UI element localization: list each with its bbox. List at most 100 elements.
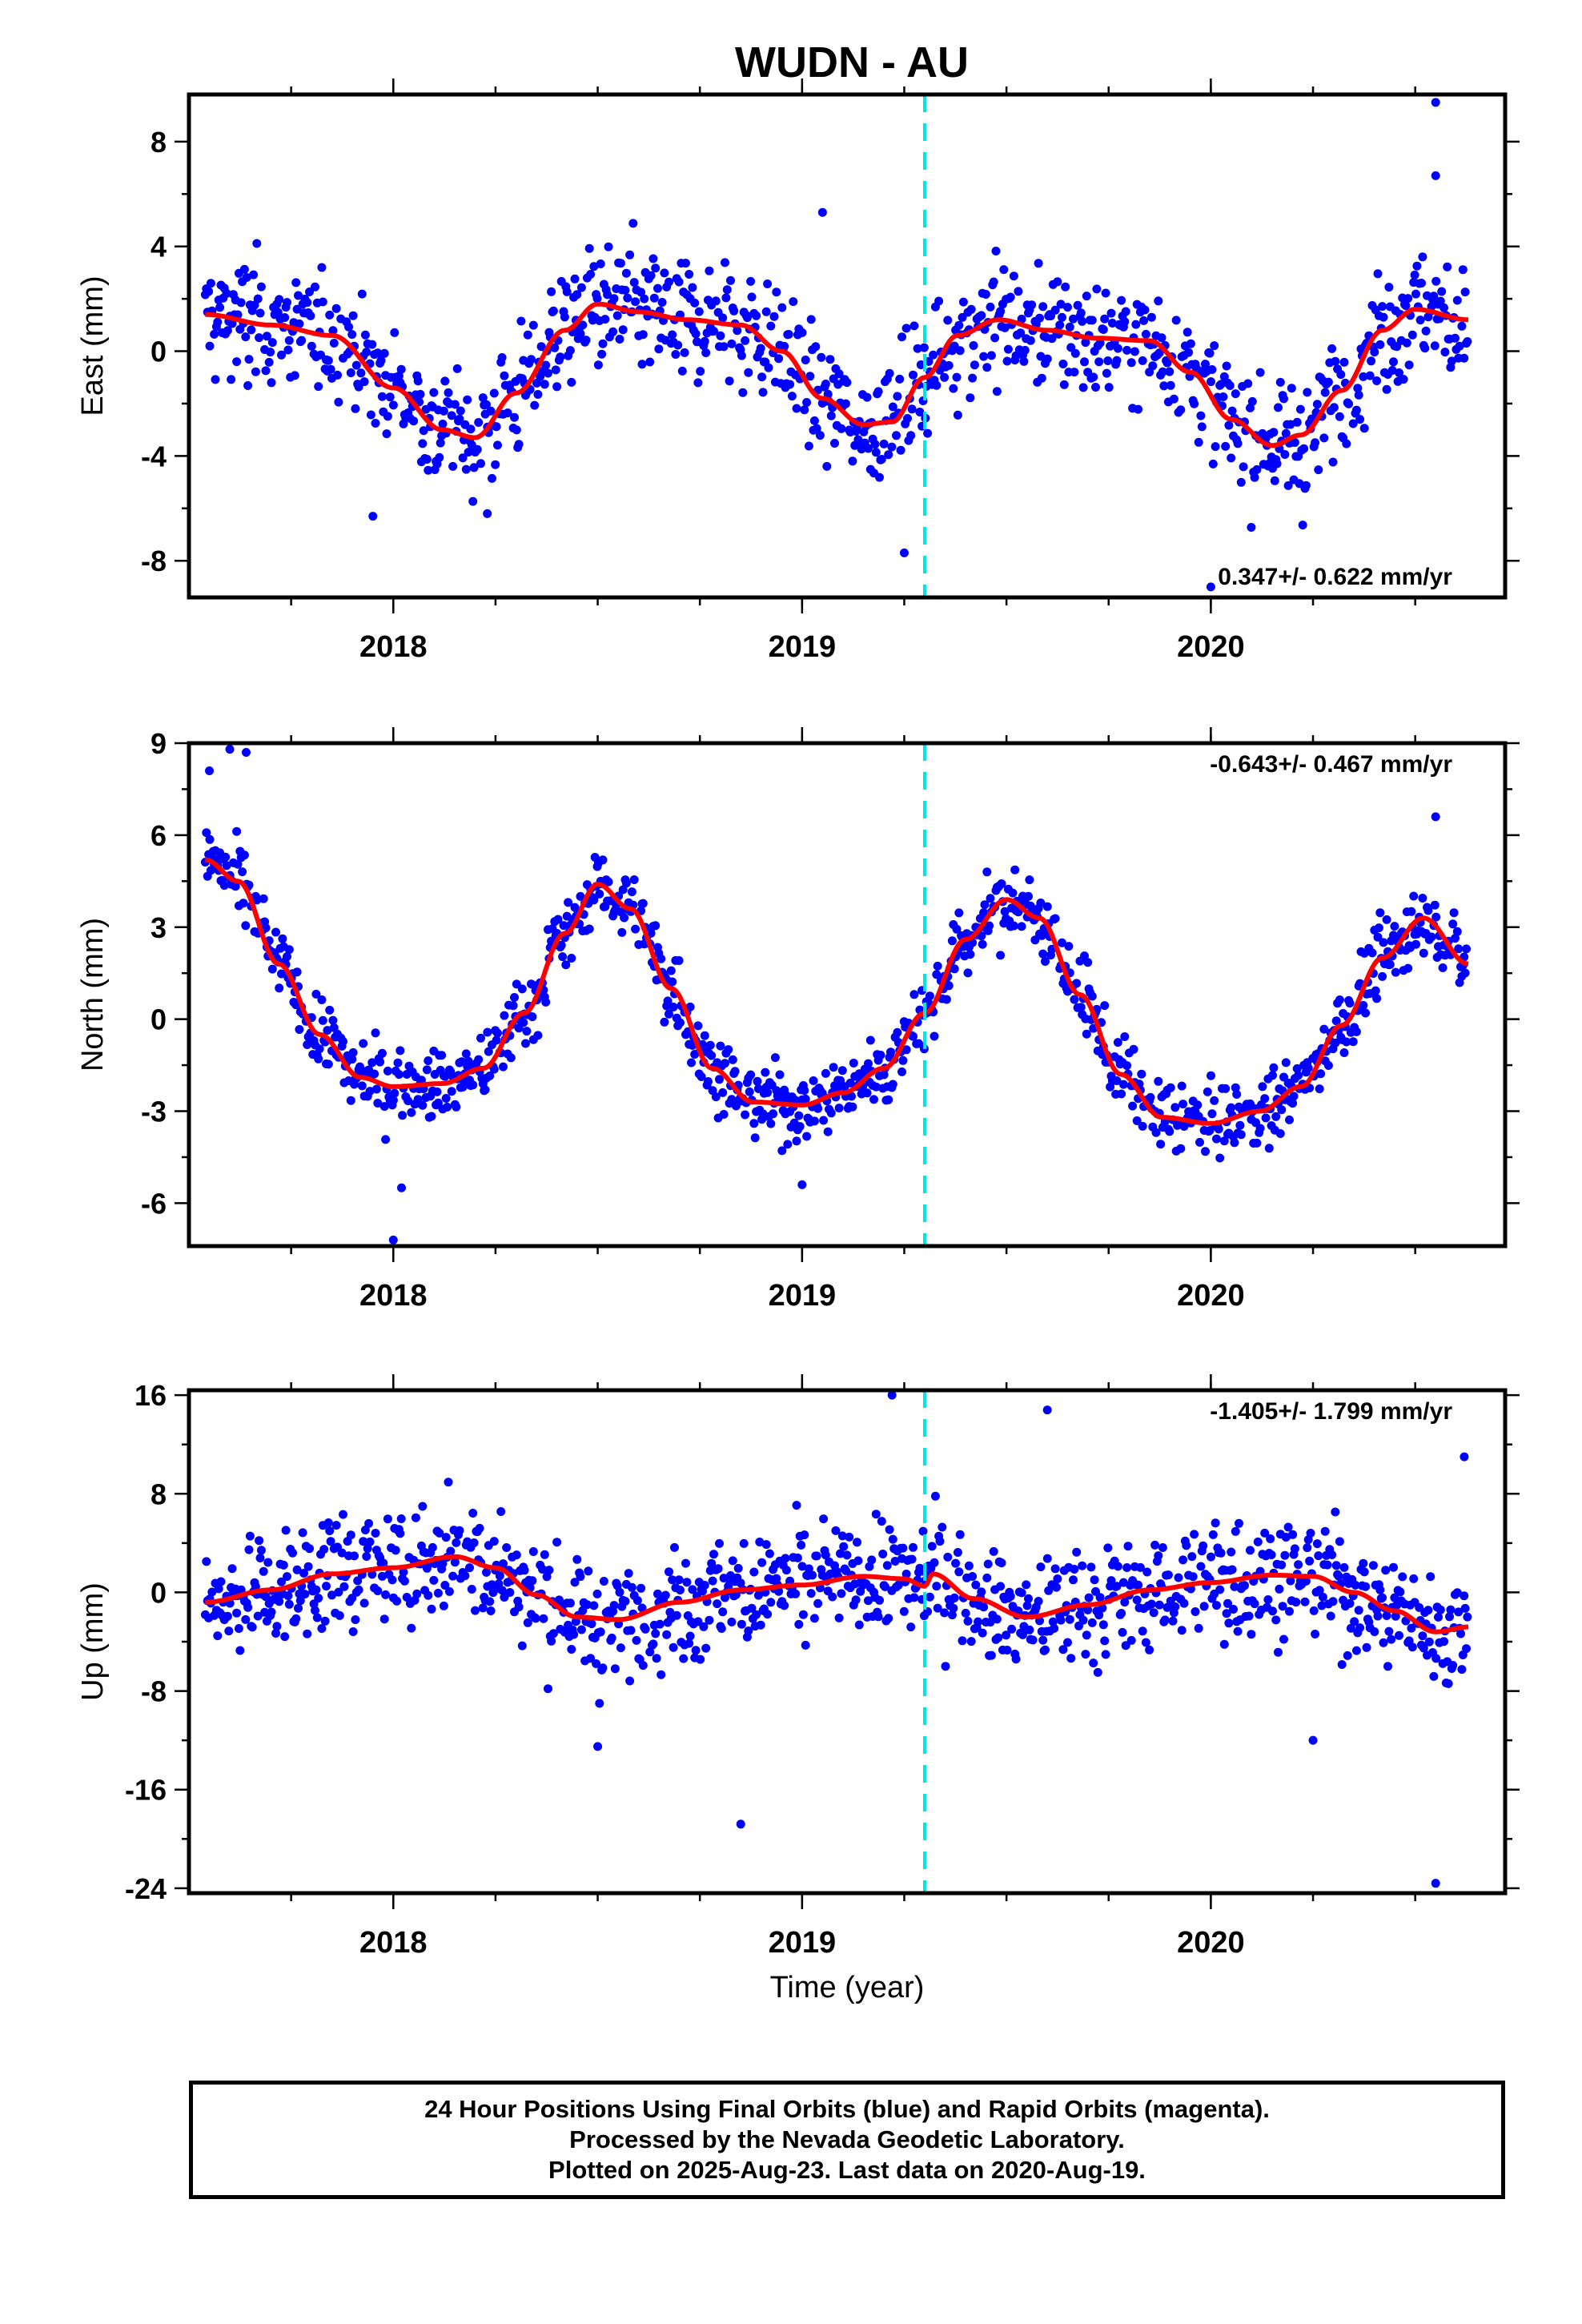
data-point [1126, 358, 1136, 368]
data-point [469, 1538, 479, 1547]
panel-up: 2018 2019 2020 -24 -16 -8 0 8 16 Up (mm) -1.405+/-… [76, 1374, 1520, 1960]
data-point [795, 1122, 805, 1132]
data-point [631, 297, 640, 307]
data-point [1224, 420, 1234, 430]
data-point [460, 1571, 470, 1581]
data-point [696, 367, 705, 376]
data-point [1214, 1124, 1223, 1134]
data-point [444, 388, 453, 397]
data-point [1331, 1561, 1341, 1570]
data-point [1092, 284, 1102, 294]
data-point [1323, 377, 1333, 387]
data-point [668, 977, 677, 987]
data-point [1270, 476, 1279, 485]
data-point [1447, 356, 1456, 366]
data-point [325, 1526, 335, 1535]
data-point [616, 259, 625, 268]
data-point [1196, 1562, 1206, 1571]
data-point [512, 1550, 521, 1560]
data-point [1208, 459, 1218, 468]
data-point [685, 1638, 694, 1648]
data-point [766, 321, 776, 331]
data-point [809, 416, 819, 425]
data-point [1277, 1560, 1287, 1570]
data-point [604, 242, 613, 251]
data-point [275, 983, 284, 993]
data-point [1017, 1588, 1026, 1598]
data-point [382, 429, 391, 439]
data-point [897, 1067, 906, 1076]
data-point [603, 290, 612, 300]
data-point [1326, 1611, 1335, 1621]
data-point [360, 330, 370, 340]
data-point [1081, 338, 1090, 348]
data-point-outlier [1431, 1879, 1440, 1888]
data-point [589, 895, 599, 905]
data-point [707, 1558, 717, 1568]
data-point [756, 344, 765, 353]
data-point [1365, 371, 1375, 380]
data-point [596, 1627, 605, 1637]
data-point [279, 1560, 288, 1570]
y-tick-label: 3 [151, 911, 167, 944]
data-point [787, 392, 797, 401]
data-point [297, 336, 307, 345]
data-point [627, 887, 636, 897]
data-point [1351, 405, 1361, 415]
data-point [357, 289, 367, 299]
data-point [1090, 1575, 1099, 1585]
data-point-outlier [205, 766, 215, 775]
data-point [924, 356, 934, 366]
data-point [427, 1604, 436, 1614]
data-point [624, 1569, 633, 1578]
data-point [224, 1626, 234, 1636]
data-point [794, 1111, 804, 1120]
data-point [556, 352, 565, 362]
data-point [797, 1562, 807, 1571]
data-point [1410, 270, 1419, 279]
data-point [239, 850, 249, 860]
data-point [847, 1092, 856, 1101]
data-point [653, 283, 662, 293]
data-point [1346, 1623, 1355, 1633]
data-point [595, 1699, 604, 1708]
data-point [1415, 316, 1425, 325]
x-tick-label: 2019 [769, 1279, 837, 1313]
data-point [227, 375, 236, 384]
data-point [283, 345, 293, 355]
data-point [654, 344, 664, 354]
data-point [1353, 384, 1363, 393]
data-point [1126, 1635, 1136, 1645]
data-point [648, 1639, 658, 1649]
data-point [1112, 1582, 1122, 1591]
data-point [1216, 380, 1226, 389]
data-point [753, 1590, 763, 1600]
data-point [949, 1603, 958, 1613]
data-point [318, 1015, 327, 1025]
data-point [932, 380, 942, 390]
data-point [348, 311, 358, 320]
data-point [523, 330, 532, 340]
data-point [1078, 316, 1087, 326]
data-point [1337, 1660, 1347, 1669]
data-point [1451, 333, 1460, 343]
data-point [1260, 1094, 1270, 1104]
data-point [1038, 302, 1048, 312]
data-point [256, 1546, 266, 1555]
data-point [232, 1608, 242, 1618]
data-point [1342, 1037, 1351, 1047]
data-point [1017, 922, 1026, 931]
data-point [1331, 1507, 1340, 1517]
data-point [589, 1601, 599, 1610]
data-point [351, 360, 361, 370]
data-point [1162, 358, 1172, 368]
data-point [548, 1629, 558, 1638]
data-point [777, 303, 787, 312]
data-point [638, 899, 648, 908]
y-tick-label: 0 [151, 1003, 167, 1036]
data-point [598, 339, 608, 348]
data-point [1423, 1606, 1433, 1615]
data-point [964, 1561, 974, 1570]
data-point [1184, 348, 1194, 357]
